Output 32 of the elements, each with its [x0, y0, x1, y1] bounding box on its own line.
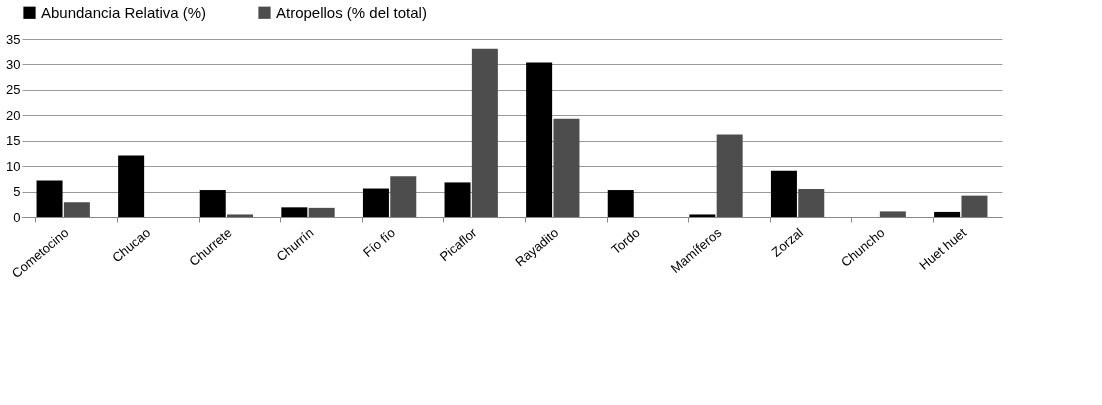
bar — [63, 202, 90, 217]
bar — [553, 118, 580, 217]
bar — [961, 195, 988, 217]
bar — [526, 62, 553, 217]
legend-label: Atropellos (% del total) — [276, 3, 427, 21]
bar — [308, 207, 335, 217]
legend-label: Abundancia Relativa (%) — [41, 3, 207, 21]
bar — [281, 207, 308, 217]
bar — [118, 155, 145, 217]
y-tick-label: 30 — [6, 56, 21, 72]
y-tick-label: 25 — [6, 82, 21, 98]
bar — [199, 190, 226, 217]
bar — [471, 48, 498, 217]
bar — [716, 134, 743, 217]
y-tick-label: 5 — [13, 184, 21, 200]
bar — [934, 211, 961, 217]
y-tick-label: 15 — [6, 133, 21, 149]
y-tick-label: 0 — [13, 209, 21, 225]
bar — [390, 176, 417, 217]
bar — [770, 170, 797, 217]
bar — [607, 190, 634, 217]
bar — [444, 182, 471, 217]
x-tick-label: Fío fío — [360, 224, 398, 261]
bar — [36, 180, 63, 217]
bar — [798, 189, 825, 217]
bar — [227, 214, 254, 217]
y-tick-label: 10 — [6, 158, 21, 174]
bar — [879, 211, 906, 217]
y-tick-label: 20 — [6, 107, 21, 123]
y-tick-label: 35 — [6, 31, 21, 47]
bar — [362, 188, 389, 217]
bar — [689, 214, 716, 217]
